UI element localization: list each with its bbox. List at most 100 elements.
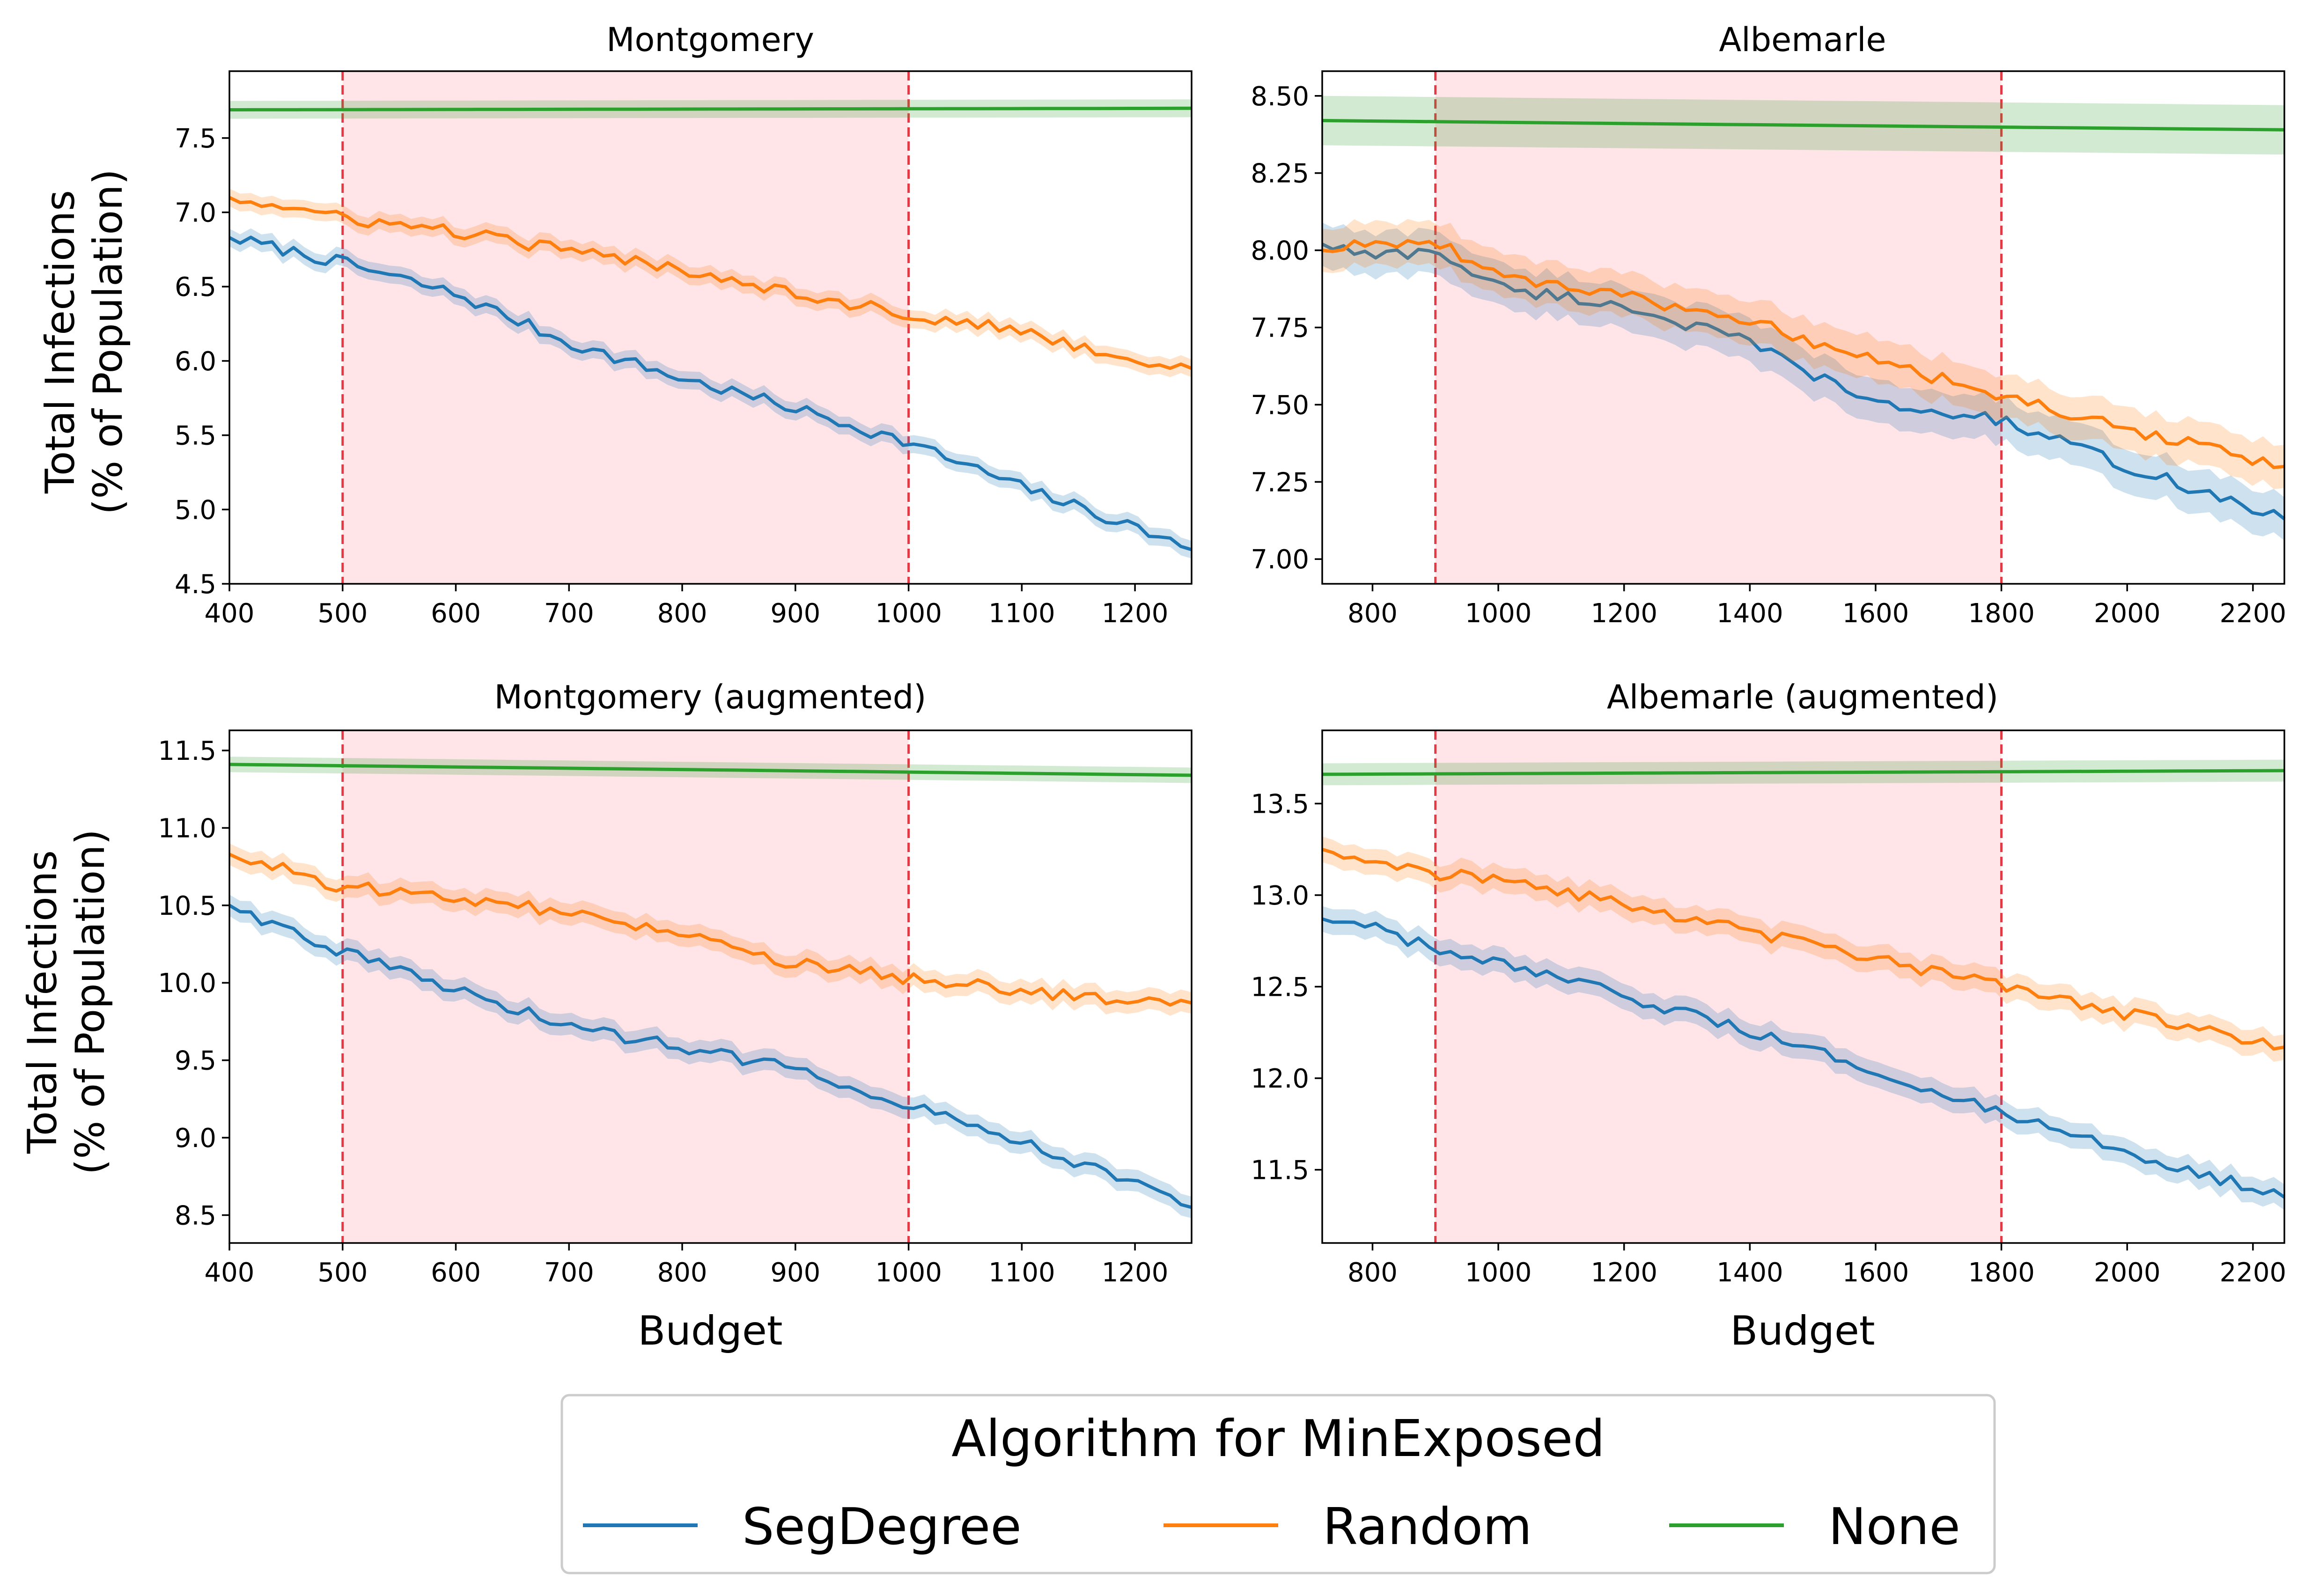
x-tick-label: 1100 <box>988 1258 1055 1288</box>
series-band-segdegree <box>1322 222 2284 541</box>
panel-title-albemarle: Albemarle <box>1719 21 1886 59</box>
y-tick-label: 11.5 <box>1251 1155 1309 1186</box>
x-tick-label: 1600 <box>1842 598 1909 629</box>
x-tick-label: 800 <box>1347 1258 1398 1288</box>
axes-frame-montgomery-augmented <box>228 729 1193 1244</box>
highlight-band-montgomery <box>342 71 909 584</box>
legend-title: Algorithm for MinExposed <box>951 1410 1605 1468</box>
plot-area-albemarle-augmented <box>1321 759 2285 1210</box>
panel-title-albemarle-augmented: Albemarle (augmented) <box>1607 678 1998 716</box>
y-tick-label: 7.50 <box>1251 390 1309 420</box>
y-tick-label: 12.0 <box>1251 1064 1309 1094</box>
x-tick-label: 400 <box>205 598 255 629</box>
x-axis-label-right: Budget <box>1730 1308 1875 1354</box>
x-tick-label: 1600 <box>1842 1258 1909 1288</box>
panel-montgomery: 400 500 600 700 800 900 1000 1100 1200 4.5 5.0 5.5 6… <box>175 21 1193 629</box>
x-tick-label: 800 <box>657 598 707 629</box>
highlight-region-albemarle <box>1434 71 2003 584</box>
highlight-band-albemarle-augmented <box>1435 730 2002 1243</box>
y-tick-label: 7.0 <box>175 198 216 228</box>
series-line-none <box>229 763 1192 777</box>
y-tick-label: 5.5 <box>175 421 216 451</box>
x-tick-label: 500 <box>317 1258 368 1288</box>
y-axis-label-bottom-line2: (% of Population) <box>67 829 114 1175</box>
y-tick-label: 6.0 <box>175 346 216 377</box>
x-tick-label: 1800 <box>1968 1258 2035 1288</box>
series-line-segdegree <box>1321 917 2285 1199</box>
x-tick-label: 1000 <box>1465 1258 1532 1288</box>
y-tick-label: 13.5 <box>1251 789 1309 819</box>
y-tick-label: 7.75 <box>1251 313 1309 344</box>
x-tick-label: 1200 <box>1102 598 1169 629</box>
y-tick-label: 5.0 <box>175 495 216 525</box>
axes-frame-montgomery <box>228 70 1193 585</box>
x-tick-label: 800 <box>1347 598 1398 629</box>
x-tick-label: 600 <box>431 598 481 629</box>
x-tick-label: 600 <box>431 1258 481 1288</box>
y-tick-label: 8.5 <box>175 1200 216 1231</box>
legend: Algorithm for MinExposed SegDegree Rando… <box>560 1394 1996 1574</box>
panel-title-montgomery-augmented: Montgomery (augmented) <box>494 678 927 716</box>
x-tick-label: 1000 <box>875 1258 942 1288</box>
highlight-region-montgomery-augmented <box>341 730 910 1243</box>
legend-label-segdegree: SegDegree <box>742 1498 1022 1556</box>
series-line-random <box>1321 847 2285 1051</box>
x-tick-label: 2000 <box>2094 1258 2161 1288</box>
x-tick-label: 900 <box>770 598 820 629</box>
legend-label-none: None <box>1828 1498 1960 1556</box>
plot-area-montgomery <box>228 99 1193 559</box>
x-tick-label: 400 <box>205 1258 255 1288</box>
x-axis-label-left: Budget <box>638 1308 782 1354</box>
y-tick-label: 4.5 <box>175 569 216 600</box>
ticks-albemarle-augmented: 800 1000 1200 1400 1600 1800 2000 2200 11.5 12.0 1… <box>1251 789 2286 1288</box>
y-tick-label: 7.00 <box>1251 544 1309 575</box>
highlight-region-albemarle-augmented <box>1434 730 2003 1243</box>
highlight-band-albemarle <box>1435 71 2002 584</box>
y-tick-label: 7.25 <box>1251 467 1309 498</box>
y-tick-label: 8.25 <box>1251 159 1309 189</box>
x-tick-label: 500 <box>317 598 368 629</box>
series-line-random <box>228 853 1192 1007</box>
series-line-segdegree <box>1321 243 2286 521</box>
highlight-region-montgomery <box>341 71 910 584</box>
panel-albemarle: 800 1000 1200 1400 1600 1800 2000 2200 7.00 7.25 7… <box>1251 21 2286 629</box>
x-tick-label: 2200 <box>2220 1258 2287 1288</box>
y-tick-label: 12.5 <box>1251 972 1309 1003</box>
x-tick-label: 1200 <box>1102 1258 1169 1288</box>
y-tick-label: 10.5 <box>158 891 216 921</box>
series-line-segdegree <box>228 904 1192 1209</box>
y-axis-label-bottom-line1: Total Infections <box>19 850 66 1154</box>
x-tick-label: 2000 <box>2094 598 2161 629</box>
x-tick-label: 1100 <box>988 598 1055 629</box>
y-tick-label: 11.0 <box>158 813 216 844</box>
y-tick-label: 9.0 <box>175 1123 216 1154</box>
legend-box <box>560 1394 1996 1574</box>
y-tick-label: 9.5 <box>175 1046 216 1076</box>
series-line-none <box>229 106 1192 111</box>
x-tick-label: 1800 <box>1968 598 2035 629</box>
series-line-none <box>1322 119 2285 132</box>
y-tick-label: 7.5 <box>175 124 216 154</box>
plot-area-albemarle <box>1321 96 2286 541</box>
ticks-montgomery: 400 500 600 700 800 900 1000 1100 1200 4.5 5.0 5.5 6… <box>175 124 1168 629</box>
y-tick-label: 11.5 <box>158 736 216 766</box>
panel-title-montgomery: Montgomery <box>606 21 814 59</box>
plot-area-montgomery-augmented <box>228 757 1192 1219</box>
series-band-segdegree <box>229 228 1192 559</box>
ticks-albemarle: 800 1000 1200 1400 1600 1800 2000 2200 7.00 7.25 7… <box>1251 81 2286 629</box>
x-tick-label: 1400 <box>1716 598 1783 629</box>
y-tick-label: 10.0 <box>158 968 216 999</box>
x-tick-label: 1000 <box>875 598 942 629</box>
x-tick-label: 1000 <box>1465 598 1532 629</box>
y-axis-label-top-line1: Total Infections <box>37 190 84 494</box>
series-line-random <box>1322 239 2285 470</box>
highlight-band-montgomery-augmented <box>342 730 909 1243</box>
y-tick-label: 13.0 <box>1251 881 1309 911</box>
series-line-segdegree <box>228 235 1193 552</box>
y-tick-label: 8.00 <box>1251 236 1309 266</box>
series-line-random <box>228 196 1193 370</box>
panel-albemarle-augmented: 800 1000 1200 1400 1600 1800 2000 2200 11.5 12.0 1… <box>1251 678 2286 1288</box>
series-band-segdegree <box>229 894 1192 1219</box>
series-band-segdegree <box>1322 906 2284 1210</box>
